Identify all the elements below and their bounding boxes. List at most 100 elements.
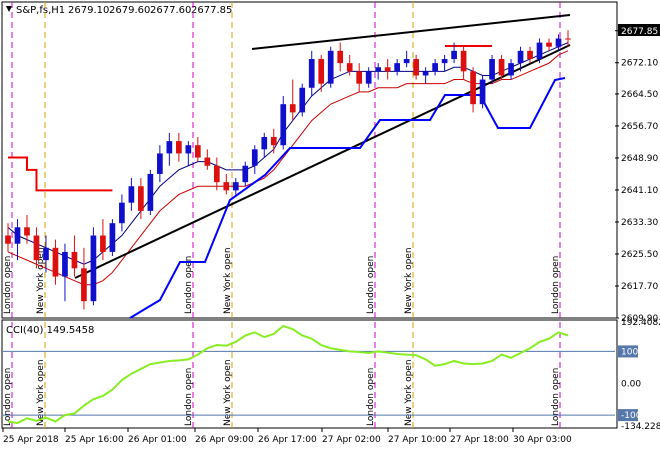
candle-body (270, 137, 277, 146)
candle-body (413, 59, 419, 76)
candlesticks (5, 30, 571, 310)
time-tick-label: 27 Apr 02:00 (322, 435, 381, 445)
time-tick-label: 26 Apr 09:00 (195, 435, 254, 445)
candle-body (62, 251, 68, 277)
candle-body (403, 59, 410, 64)
cci-level-box (618, 345, 638, 358)
session-marker-label-cci: London open (366, 368, 376, 426)
fast-ma-line (7, 42, 569, 265)
cci-tick-label: -134.2283 (621, 422, 660, 432)
candle-body (536, 42, 543, 60)
ohlc-open: 2679.10 (68, 5, 109, 16)
candle-body (422, 71, 429, 76)
current-price-label: 2677.85 (621, 27, 658, 37)
lower-trendline[interactable] (74, 44, 571, 279)
candle-body (138, 186, 144, 211)
candle-body (43, 247, 49, 261)
time-tick-label: 26 Apr 01:00 (128, 435, 187, 445)
candle-body (157, 153, 163, 174)
cci-line (7, 324, 569, 425)
candle-body (109, 223, 116, 252)
candle-body (508, 63, 514, 76)
price-tick-label: 2672.10 (621, 59, 658, 69)
time-tick-label: 26 Apr 17:00 (258, 435, 317, 445)
candle-body (432, 63, 438, 72)
time-tick-label: 27 Apr 18:00 (450, 435, 509, 445)
candle-body (327, 50, 334, 84)
candle-body (194, 145, 201, 158)
session-marker-label-cci: London open (3, 368, 13, 426)
candle-body (232, 182, 239, 191)
price-tick-label: 2664.50 (621, 90, 658, 100)
price-tick-label: 2617.70 (621, 282, 658, 292)
candle-body (460, 50, 467, 72)
price-tick-label: 2633.30 (621, 218, 658, 228)
candle-body (565, 38, 571, 40)
candle-body (166, 141, 173, 154)
candle-body (213, 165, 220, 183)
candle-body (527, 50, 533, 60)
session-marker-label: New York open (36, 247, 46, 314)
candle-body (147, 173, 154, 211)
candle-body (280, 104, 287, 146)
candle-body (384, 67, 391, 72)
time-tick-label: 30 Apr 03:00 (513, 435, 572, 445)
price-panel-frame (1, 1, 618, 319)
candle-body (308, 59, 315, 88)
candle-body (318, 59, 325, 84)
candle-body (100, 235, 106, 252)
price-tick-label: 2656.70 (621, 122, 658, 132)
trendlines[interactable] (74, 14, 571, 279)
candle-body (204, 157, 211, 166)
candle-body (479, 79, 486, 105)
stop-line-down (8, 156, 113, 192)
time-axis: 25 Apr 2018 25 Apr 16:00 26 Apr 01:00 26 Ap… (2, 428, 572, 445)
session-marker-label: London open (366, 256, 376, 314)
candle-body (441, 59, 448, 64)
price-axis: 2679.902672.102664.502656.702648.902641.… (615, 27, 658, 324)
candle-body (299, 87, 306, 113)
cci-title: CCI(40) 149.5458 (6, 325, 94, 336)
cci-indicator (3, 324, 615, 425)
candle-body (90, 235, 97, 302)
session-marker-label-cci: New York open (36, 359, 46, 426)
price-tick-label: 2609.90 (621, 314, 658, 324)
ohlc-high: 2679.60 (109, 5, 150, 16)
cci-panel-frame (1, 319, 618, 429)
candle-body (119, 202, 125, 224)
candle-body (71, 251, 78, 269)
cci-level-box (618, 409, 638, 422)
candle-body (251, 149, 258, 166)
session-marker-label: New York open (223, 247, 233, 314)
candle-body (337, 50, 344, 64)
session-marker-label: London open (184, 256, 194, 314)
stop-lines (8, 77, 566, 319)
candle-body (517, 50, 524, 64)
ohlc-close: 2677.85 (191, 5, 232, 16)
cci-axis: 192.4082 100 0.00 -100-134.2283 (618, 318, 660, 432)
price-tick-label: 2641.10 (621, 186, 658, 196)
candle-body (24, 227, 30, 236)
cci-tick-label: -100 (621, 411, 642, 421)
cci-tick-label: 192.4082 (621, 318, 660, 328)
session-marker-label-cci: New York open (223, 359, 233, 426)
candle-body (555, 38, 562, 47)
candle-body (223, 182, 230, 191)
triangle-down-icon[interactable] (6, 6, 12, 12)
candle-body (14, 227, 21, 244)
candle-body (261, 137, 268, 150)
candle-body (346, 63, 353, 72)
session-markers: London open London open New York open New Y… (3, 2, 561, 428)
stop-line-up (129, 77, 566, 319)
candle-body (451, 50, 457, 60)
cci-tick-label: 100 (621, 347, 638, 357)
session-marker-label-cci: London open (551, 368, 561, 426)
candle-body (365, 71, 372, 84)
time-tick-label: 25 Apr 2018 (3, 435, 59, 445)
candle-body (185, 145, 192, 154)
price-tick-label: 2648.90 (621, 154, 658, 164)
upper-trendline[interactable] (251, 14, 571, 50)
session-marker-label: New York open (404, 247, 414, 314)
